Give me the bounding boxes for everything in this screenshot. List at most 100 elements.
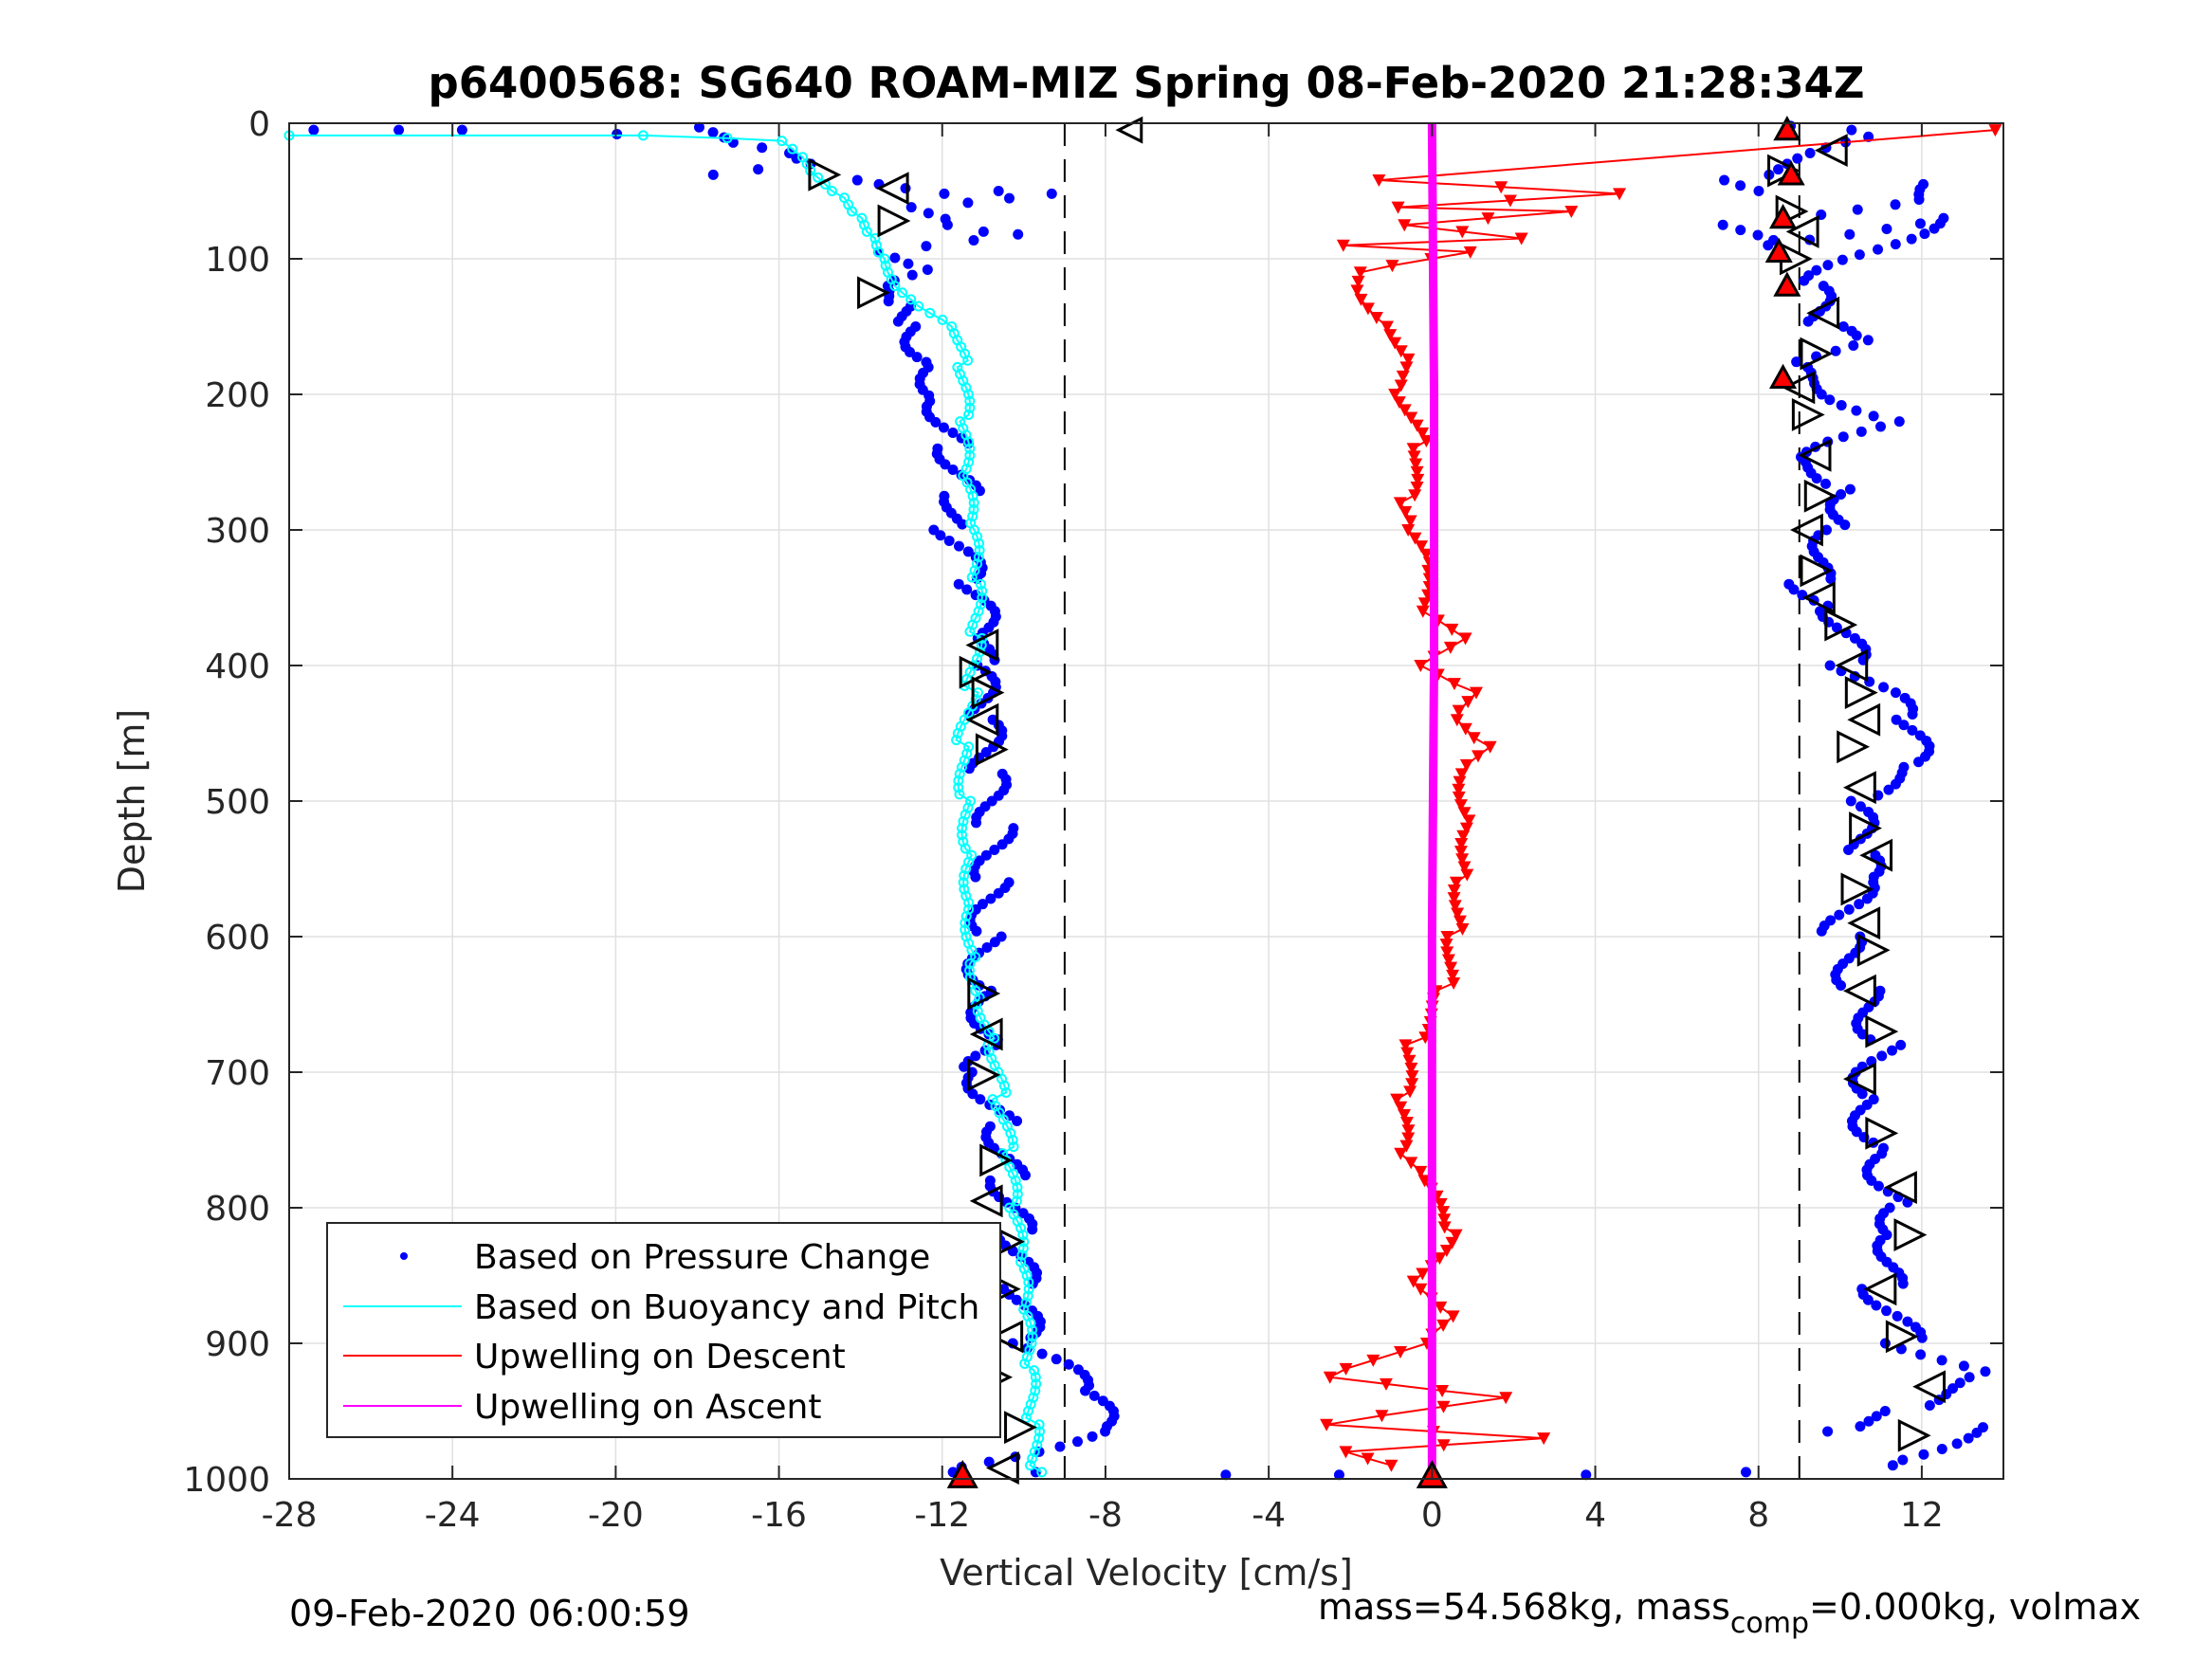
descent-marker [967, 976, 1001, 1011]
buoyancy-point [989, 1032, 1000, 1044]
ascent-marker [1849, 811, 1882, 846]
buoyancy-point [963, 903, 975, 915]
pressure-dot [1891, 714, 1902, 725]
upwelling-descent-point [1405, 1078, 1419, 1091]
upwelling-descent-point [1445, 1236, 1459, 1249]
footer-timestamp: 09-Feb-2020 06:00:59 [289, 1593, 690, 1634]
descent-marker [965, 702, 999, 737]
pressure-dot [1856, 1029, 1868, 1040]
upwelling-descent-point [1394, 1345, 1408, 1358]
pressure-dot [1011, 1294, 1022, 1305]
pressure-dot [968, 234, 979, 246]
pressure-dot [1980, 1366, 1991, 1377]
buoyancy-point [813, 172, 824, 183]
upwelling-descent-point [1457, 807, 1472, 820]
upwelling-descent-point [1440, 946, 1454, 959]
pressure-dot [1811, 264, 1822, 276]
upwelling-descent-point [1458, 632, 1472, 646]
buoyancy-point [637, 130, 649, 141]
pressure-dot [1054, 1441, 1066, 1452]
buoyancy-point [1032, 1439, 1043, 1450]
buoyancy-point [1022, 1290, 1033, 1302]
buoyancy-point [1033, 1432, 1045, 1444]
upwelling-descent-point [1469, 686, 1483, 700]
buoyancy-point [1027, 1453, 1038, 1465]
upwelling-descent-point [1453, 799, 1468, 812]
upwelling-descent-point [1380, 320, 1394, 334]
pressure-dot [1861, 893, 1873, 904]
pressure-dot [456, 124, 467, 136]
upwelling-descent-point [1435, 1385, 1450, 1398]
buoyancy-point [960, 931, 972, 942]
buoyancy-point [964, 958, 976, 970]
pressure-dot [1919, 228, 1930, 240]
pressure-dot [1898, 720, 1910, 731]
buoyancy-point [1033, 1419, 1045, 1431]
upwelling-descent-point [1399, 1139, 1414, 1153]
upwelling-descent-point [1416, 605, 1430, 618]
legend-label-pressure: Based on Pressure Change [474, 1238, 930, 1277]
buoyancy-point [1029, 1365, 1040, 1376]
ascent-marker [1790, 513, 1823, 547]
buoyancy-point [954, 789, 965, 800]
legend-swatch-pressure [400, 1252, 408, 1260]
pressure-dot [939, 188, 950, 199]
upwelling-descent-point [1399, 1117, 1414, 1130]
pressure-dot [1100, 1426, 1111, 1437]
upwelling-descent-point [1436, 1400, 1451, 1413]
pressure-dot [1581, 1469, 1592, 1481]
upwelling-descent-point [1416, 1267, 1430, 1281]
upwelling-descent-point [1448, 900, 1462, 913]
pressure-dot [1088, 1390, 1100, 1401]
upwelling-descent-point [1401, 1124, 1416, 1138]
buoyancy-point [1012, 1182, 1023, 1194]
ascent-marker [1856, 933, 1891, 967]
pressure-dot [1839, 520, 1851, 531]
upwelling-descent-point [1394, 345, 1408, 358]
pressure-dot [1851, 405, 1862, 416]
pressure-dot [1890, 687, 1901, 699]
x-tick-label: -16 [751, 1496, 807, 1535]
buoyancy-point [964, 443, 976, 454]
upwelling-descent-point [1453, 915, 1467, 928]
pressure-dot [1958, 1360, 1969, 1372]
upwelling-descent-point [1401, 1132, 1416, 1145]
upwelling-descent-point [1350, 284, 1364, 298]
upwelling-descent-point [1398, 219, 1412, 232]
x-tick-label: 12 [1900, 1496, 1944, 1535]
upwelling-descent-point [1434, 1197, 1448, 1211]
upwelling-descent-point [1320, 1418, 1334, 1431]
upwelling-ascent-line [1427, 122, 1438, 1479]
pressure-dot [1879, 1338, 1891, 1349]
buoyancy-point [959, 870, 970, 882]
pressure-dot [1855, 1421, 1866, 1432]
descent-marker [975, 733, 1009, 767]
x-tick-label: -20 [588, 1496, 644, 1535]
pressure-dot [985, 893, 996, 904]
ascent-marker [1775, 194, 1809, 228]
ascent-marker [1865, 1116, 1899, 1150]
upwelling-descent-point [1419, 548, 1434, 561]
pressure-dot [1740, 1467, 1751, 1478]
y-tick-label: 900 [205, 1325, 270, 1364]
upwelling-descent-point [1372, 174, 1386, 188]
pressure-dot [911, 352, 923, 363]
pressure-dot [1936, 1355, 1947, 1366]
ascent-marker [1814, 134, 1848, 168]
upwelling-descent-point [1454, 837, 1469, 850]
pressure-dot [996, 839, 1008, 850]
pressure-dot [943, 535, 955, 546]
upwelling-descent-point [1339, 1362, 1353, 1376]
upwelling-descent-point [1401, 353, 1416, 366]
descent-marker [857, 276, 890, 310]
upwelling-descent-point [1396, 370, 1410, 383]
upwelling-descent-point [1457, 861, 1472, 874]
buoyancy-point [924, 307, 936, 319]
pressure-dot [1799, 275, 1810, 286]
pressure-dot [953, 540, 964, 552]
ascent-marker [1791, 398, 1825, 431]
pressure-dot [947, 428, 959, 439]
pressure-dot [1735, 180, 1746, 191]
buoyancy-point [962, 355, 974, 366]
pressure-dot [935, 530, 946, 541]
